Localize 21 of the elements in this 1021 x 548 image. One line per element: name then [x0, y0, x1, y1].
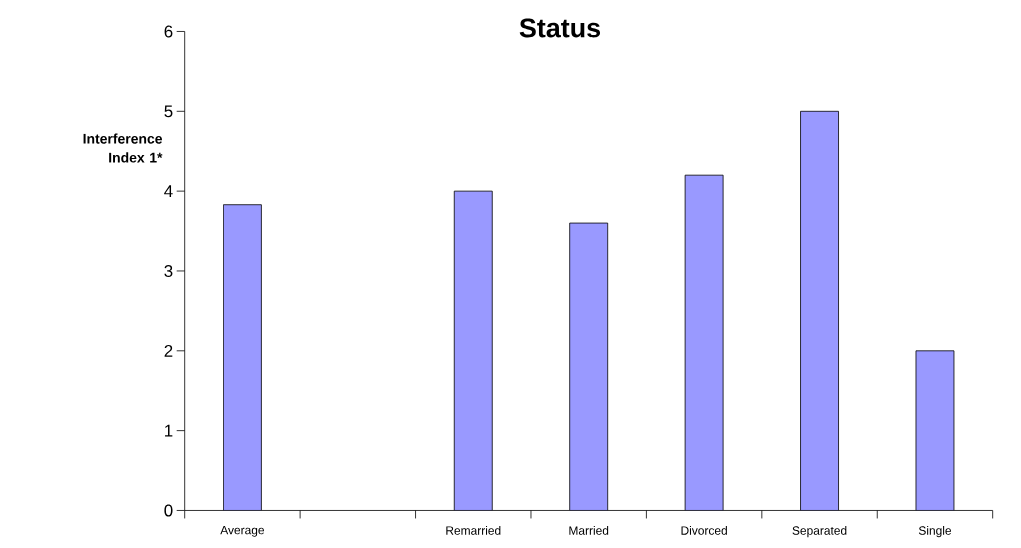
y-axis-title: Interference Index 1*	[83, 133, 163, 163]
bar	[454, 191, 493, 511]
x-tick-label: Single	[918, 525, 952, 538]
y-tick-label: 5	[164, 105, 173, 118]
y-tick-label: 0	[164, 504, 173, 517]
y-tick-label: 2	[164, 344, 173, 357]
y-tick-label: 6	[164, 25, 173, 38]
bar	[915, 350, 955, 511]
y-tick-label: 1	[165, 424, 173, 437]
x-tick-label: Divorced	[681, 525, 727, 535]
x-tick-label: Average	[220, 525, 265, 537]
bar	[685, 175, 724, 511]
chart-title: Status	[519, 18, 601, 38]
bar	[800, 111, 839, 511]
x-tick-label: Married	[569, 525, 609, 535]
bar	[223, 204, 262, 511]
y-tick-label: 3	[164, 264, 173, 277]
y-tick-label: 4	[164, 185, 173, 197]
bar	[569, 223, 608, 511]
x-tick-label: Remarried	[446, 525, 501, 535]
x-tick-label: Separated	[792, 525, 847, 538]
